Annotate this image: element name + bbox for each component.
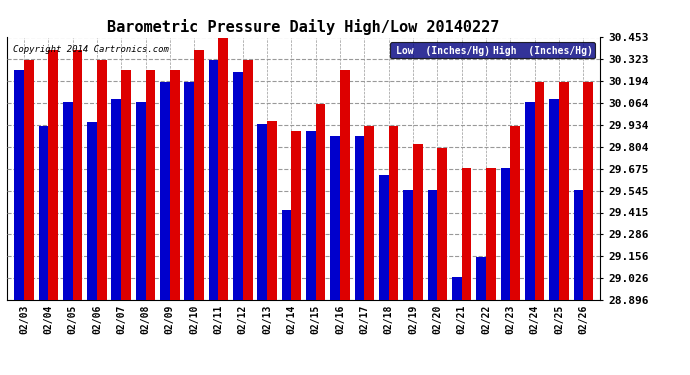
Bar bbox=[24, 60, 34, 300]
Bar bbox=[486, 168, 495, 300]
Text: Copyright 2014 Cartronics.com: Copyright 2014 Cartronics.com bbox=[13, 45, 169, 54]
Bar bbox=[48, 50, 58, 300]
Bar bbox=[233, 72, 243, 300]
Bar bbox=[160, 82, 170, 300]
Bar bbox=[112, 99, 121, 300]
Bar bbox=[535, 82, 544, 300]
Bar bbox=[209, 60, 219, 300]
Bar bbox=[291, 131, 301, 300]
Bar bbox=[136, 102, 146, 300]
Bar bbox=[87, 122, 97, 300]
Bar bbox=[364, 126, 374, 300]
Bar bbox=[282, 210, 291, 300]
Bar bbox=[39, 126, 48, 300]
Bar bbox=[306, 131, 316, 300]
Bar bbox=[267, 121, 277, 300]
Bar bbox=[559, 82, 569, 300]
Bar bbox=[428, 190, 437, 300]
Bar bbox=[476, 257, 486, 300]
Bar bbox=[355, 136, 364, 300]
Bar bbox=[573, 190, 583, 300]
Bar bbox=[97, 60, 107, 300]
Bar bbox=[219, 38, 228, 300]
Legend: Low  (Inches/Hg), High  (Inches/Hg): Low (Inches/Hg), High (Inches/Hg) bbox=[390, 42, 595, 58]
Bar bbox=[388, 126, 398, 300]
Bar bbox=[14, 70, 24, 300]
Bar bbox=[170, 70, 179, 300]
Bar bbox=[63, 102, 72, 300]
Bar bbox=[184, 82, 194, 300]
Bar bbox=[500, 168, 511, 300]
Bar bbox=[340, 70, 350, 300]
Bar bbox=[243, 60, 253, 300]
Bar bbox=[316, 104, 326, 300]
Bar bbox=[121, 70, 131, 300]
Bar bbox=[549, 99, 559, 300]
Bar bbox=[462, 168, 471, 300]
Bar bbox=[404, 190, 413, 300]
Bar bbox=[194, 50, 204, 300]
Bar bbox=[146, 70, 155, 300]
Bar bbox=[257, 124, 267, 300]
Bar bbox=[72, 50, 82, 300]
Bar bbox=[331, 136, 340, 300]
Bar bbox=[413, 144, 423, 300]
Bar bbox=[583, 82, 593, 300]
Bar bbox=[452, 278, 462, 300]
Bar bbox=[511, 126, 520, 300]
Bar bbox=[379, 175, 388, 300]
Bar bbox=[437, 148, 447, 300]
Title: Barometric Pressure Daily High/Low 20140227: Barometric Pressure Daily High/Low 20140… bbox=[108, 19, 500, 35]
Bar bbox=[525, 102, 535, 300]
